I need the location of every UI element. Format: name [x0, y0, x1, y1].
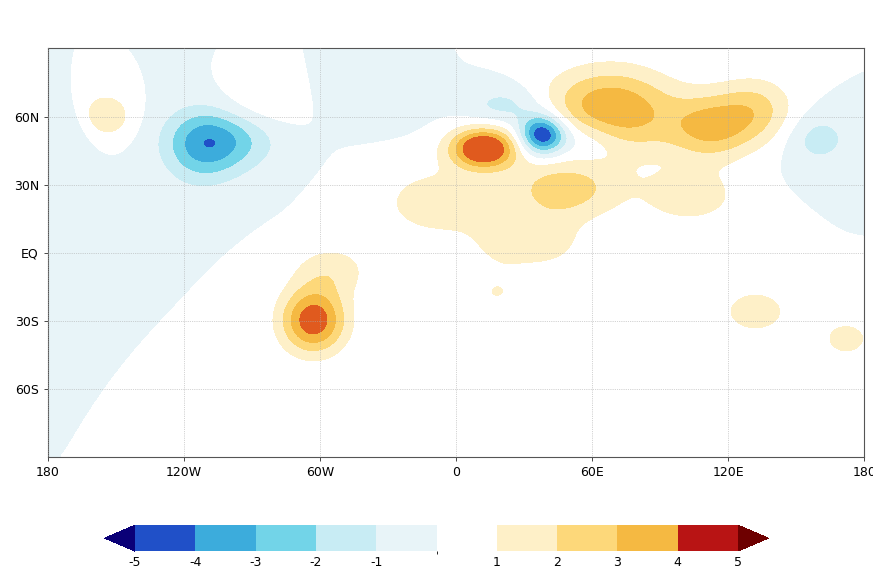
PathPatch shape	[738, 525, 768, 551]
PathPatch shape	[105, 525, 135, 551]
